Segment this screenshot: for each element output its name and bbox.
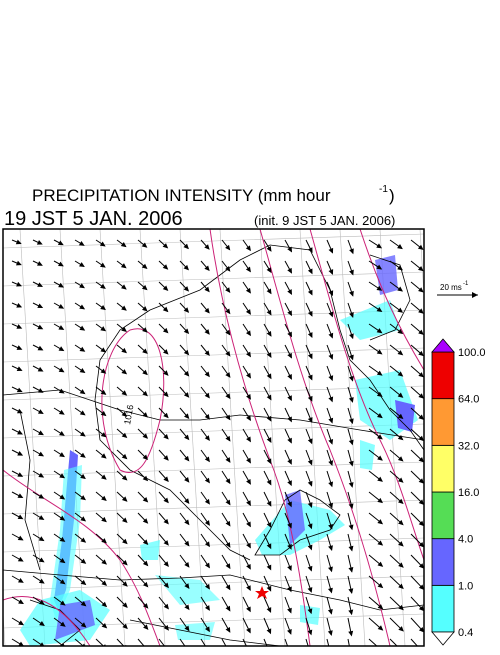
colorbar-label: 1.0 (458, 580, 473, 592)
colorbar-over (432, 339, 454, 352)
colorbar: 0.4 1.0 4.0 16.0 32.0 64.0 100.0 (432, 339, 486, 645)
colorbar-label: 32.0 (458, 440, 479, 452)
reference-exponent: -1 (463, 281, 469, 287)
title-close: ) (389, 186, 395, 205)
valid-time: 19 JST 5 JAN. 2006 (4, 208, 183, 230)
colorbar-bin (432, 539, 454, 586)
title: PRECIPITATION INTENSITY (mm hour (32, 186, 331, 205)
colorbar-bin (432, 352, 454, 399)
colorbar-under (432, 632, 454, 645)
colorbar-bin (432, 492, 454, 539)
colorbar-label: 4.0 (458, 534, 473, 546)
wind-arrowhead (144, 646, 148, 650)
init-time: (init. 9 JST 5 JAN. 2006) (254, 213, 395, 228)
reference-label: 20 ms (440, 283, 462, 292)
map: 1016 (0, 229, 445, 650)
reference-vector: 20 ms -1 (437, 281, 478, 298)
title-exponent: -1 (379, 184, 388, 195)
colorbar-bin (432, 445, 454, 492)
colorbar-bin (432, 399, 454, 446)
colorbar-label: 0.4 (458, 627, 473, 639)
colorbar-label: 64.0 (458, 394, 479, 406)
colorbar-bin (432, 585, 454, 632)
colorbar-label: 16.0 (458, 487, 479, 499)
colorbar-label: 100.0 (458, 347, 486, 359)
